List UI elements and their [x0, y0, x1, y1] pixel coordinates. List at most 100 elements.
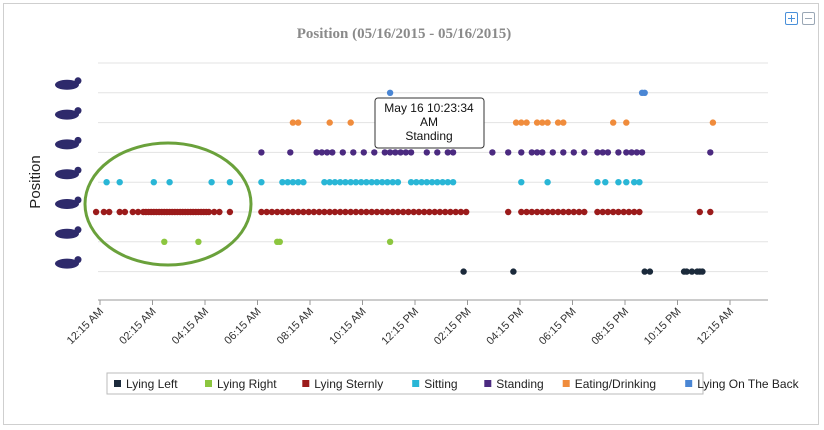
data-point[interactable] [331, 179, 339, 186]
data-point[interactable] [518, 149, 525, 156]
data-point[interactable] [284, 208, 291, 216]
data-point[interactable] [258, 179, 265, 186]
legend-item[interactable]: Lying On The Back [685, 377, 800, 391]
data-point[interactable] [258, 149, 265, 156]
data-point[interactable] [381, 149, 388, 156]
data-point[interactable] [326, 119, 333, 126]
data-point[interactable] [633, 149, 640, 156]
data-point[interactable] [560, 119, 567, 126]
data-point[interactable] [549, 149, 556, 156]
data-point[interactable] [707, 208, 714, 216]
data-point[interactable] [696, 208, 703, 216]
data-point[interactable] [544, 119, 551, 126]
data-point[interactable] [444, 179, 451, 186]
data-point[interactable] [533, 119, 541, 126]
data-point[interactable] [407, 179, 415, 186]
data-point[interactable] [442, 208, 449, 216]
data-point[interactable] [709, 119, 717, 126]
data-point[interactable] [386, 149, 394, 156]
data-point[interactable] [528, 208, 535, 216]
data-point[interactable] [610, 119, 617, 126]
data-point[interactable] [121, 208, 129, 216]
zoom-in-button[interactable] [785, 12, 798, 25]
data-point[interactable] [434, 179, 441, 186]
data-point[interactable] [581, 149, 588, 156]
data-point[interactable] [400, 208, 407, 216]
data-point[interactable] [415, 208, 423, 216]
data-point[interactable] [539, 119, 546, 126]
data-point[interactable] [279, 208, 286, 216]
data-point[interactable] [570, 208, 577, 216]
data-point[interactable] [620, 208, 627, 216]
data-point[interactable] [615, 179, 622, 186]
data-point[interactable] [615, 149, 622, 156]
data-point[interactable] [565, 208, 572, 216]
data-point[interactable] [347, 119, 354, 126]
data-point[interactable] [581, 208, 588, 216]
data-point[interactable] [449, 179, 457, 186]
data-point[interactable] [116, 179, 123, 186]
data-point[interactable] [646, 268, 654, 275]
data-point[interactable] [641, 268, 648, 275]
legend-item[interactable]: Lying Sternly [302, 377, 383, 391]
data-point[interactable] [423, 149, 430, 156]
data-point[interactable] [428, 179, 436, 186]
data-point[interactable] [103, 179, 110, 186]
data-point[interactable] [386, 238, 394, 245]
data-point[interactable] [363, 179, 370, 186]
data-point[interactable] [368, 208, 375, 216]
data-point[interactable] [505, 149, 512, 156]
data-point[interactable] [604, 208, 612, 216]
data-point[interactable] [407, 149, 415, 156]
data-point[interactable] [397, 149, 404, 156]
data-point[interactable] [347, 208, 354, 216]
data-point[interactable] [116, 208, 123, 216]
data-point[interactable] [457, 208, 465, 216]
data-point[interactable] [623, 179, 630, 186]
data-point[interactable] [394, 208, 402, 216]
data-point[interactable] [625, 208, 633, 216]
data-point[interactable] [166, 179, 173, 186]
data-point[interactable] [92, 208, 100, 216]
data-point[interactable] [342, 179, 349, 186]
data-point[interactable] [226, 208, 234, 216]
data-point[interactable] [434, 149, 441, 156]
data-point[interactable] [295, 119, 302, 126]
data-point[interactable] [449, 149, 457, 156]
data-point[interactable] [305, 208, 312, 216]
zoom-out-button[interactable] [802, 12, 815, 25]
data-point[interactable] [389, 208, 396, 216]
data-point[interactable] [379, 179, 386, 186]
data-point[interactable] [337, 179, 344, 186]
data-point[interactable] [226, 179, 234, 186]
data-point[interactable] [575, 208, 583, 216]
data-point[interactable] [350, 149, 357, 156]
data-point[interactable] [539, 149, 546, 156]
data-point[interactable] [274, 208, 281, 216]
data-point[interactable] [279, 179, 286, 186]
legend-item[interactable]: Sitting [412, 377, 458, 391]
data-point[interactable] [439, 179, 446, 186]
data-point[interactable] [554, 119, 562, 126]
data-point[interactable] [211, 208, 218, 216]
data-point[interactable] [352, 208, 360, 216]
data-point[interactable] [208, 179, 215, 186]
data-point[interactable] [195, 238, 202, 245]
data-point[interactable] [413, 179, 420, 186]
data-point[interactable] [313, 149, 320, 156]
data-point[interactable] [316, 208, 323, 216]
data-point[interactable] [392, 149, 399, 156]
data-point[interactable] [318, 149, 325, 156]
data-point[interactable] [337, 208, 344, 216]
data-point[interactable] [544, 208, 551, 216]
data-point[interactable] [528, 149, 535, 156]
data-point[interactable] [300, 208, 307, 216]
data-point[interactable] [604, 149, 612, 156]
data-point[interactable] [329, 149, 336, 156]
data-point[interactable] [518, 179, 525, 186]
data-point[interactable] [489, 149, 496, 156]
legend-item[interactable]: Lying Right [205, 377, 277, 391]
data-point[interactable] [205, 208, 213, 216]
data-point[interactable] [284, 179, 291, 186]
data-point[interactable] [641, 89, 648, 97]
